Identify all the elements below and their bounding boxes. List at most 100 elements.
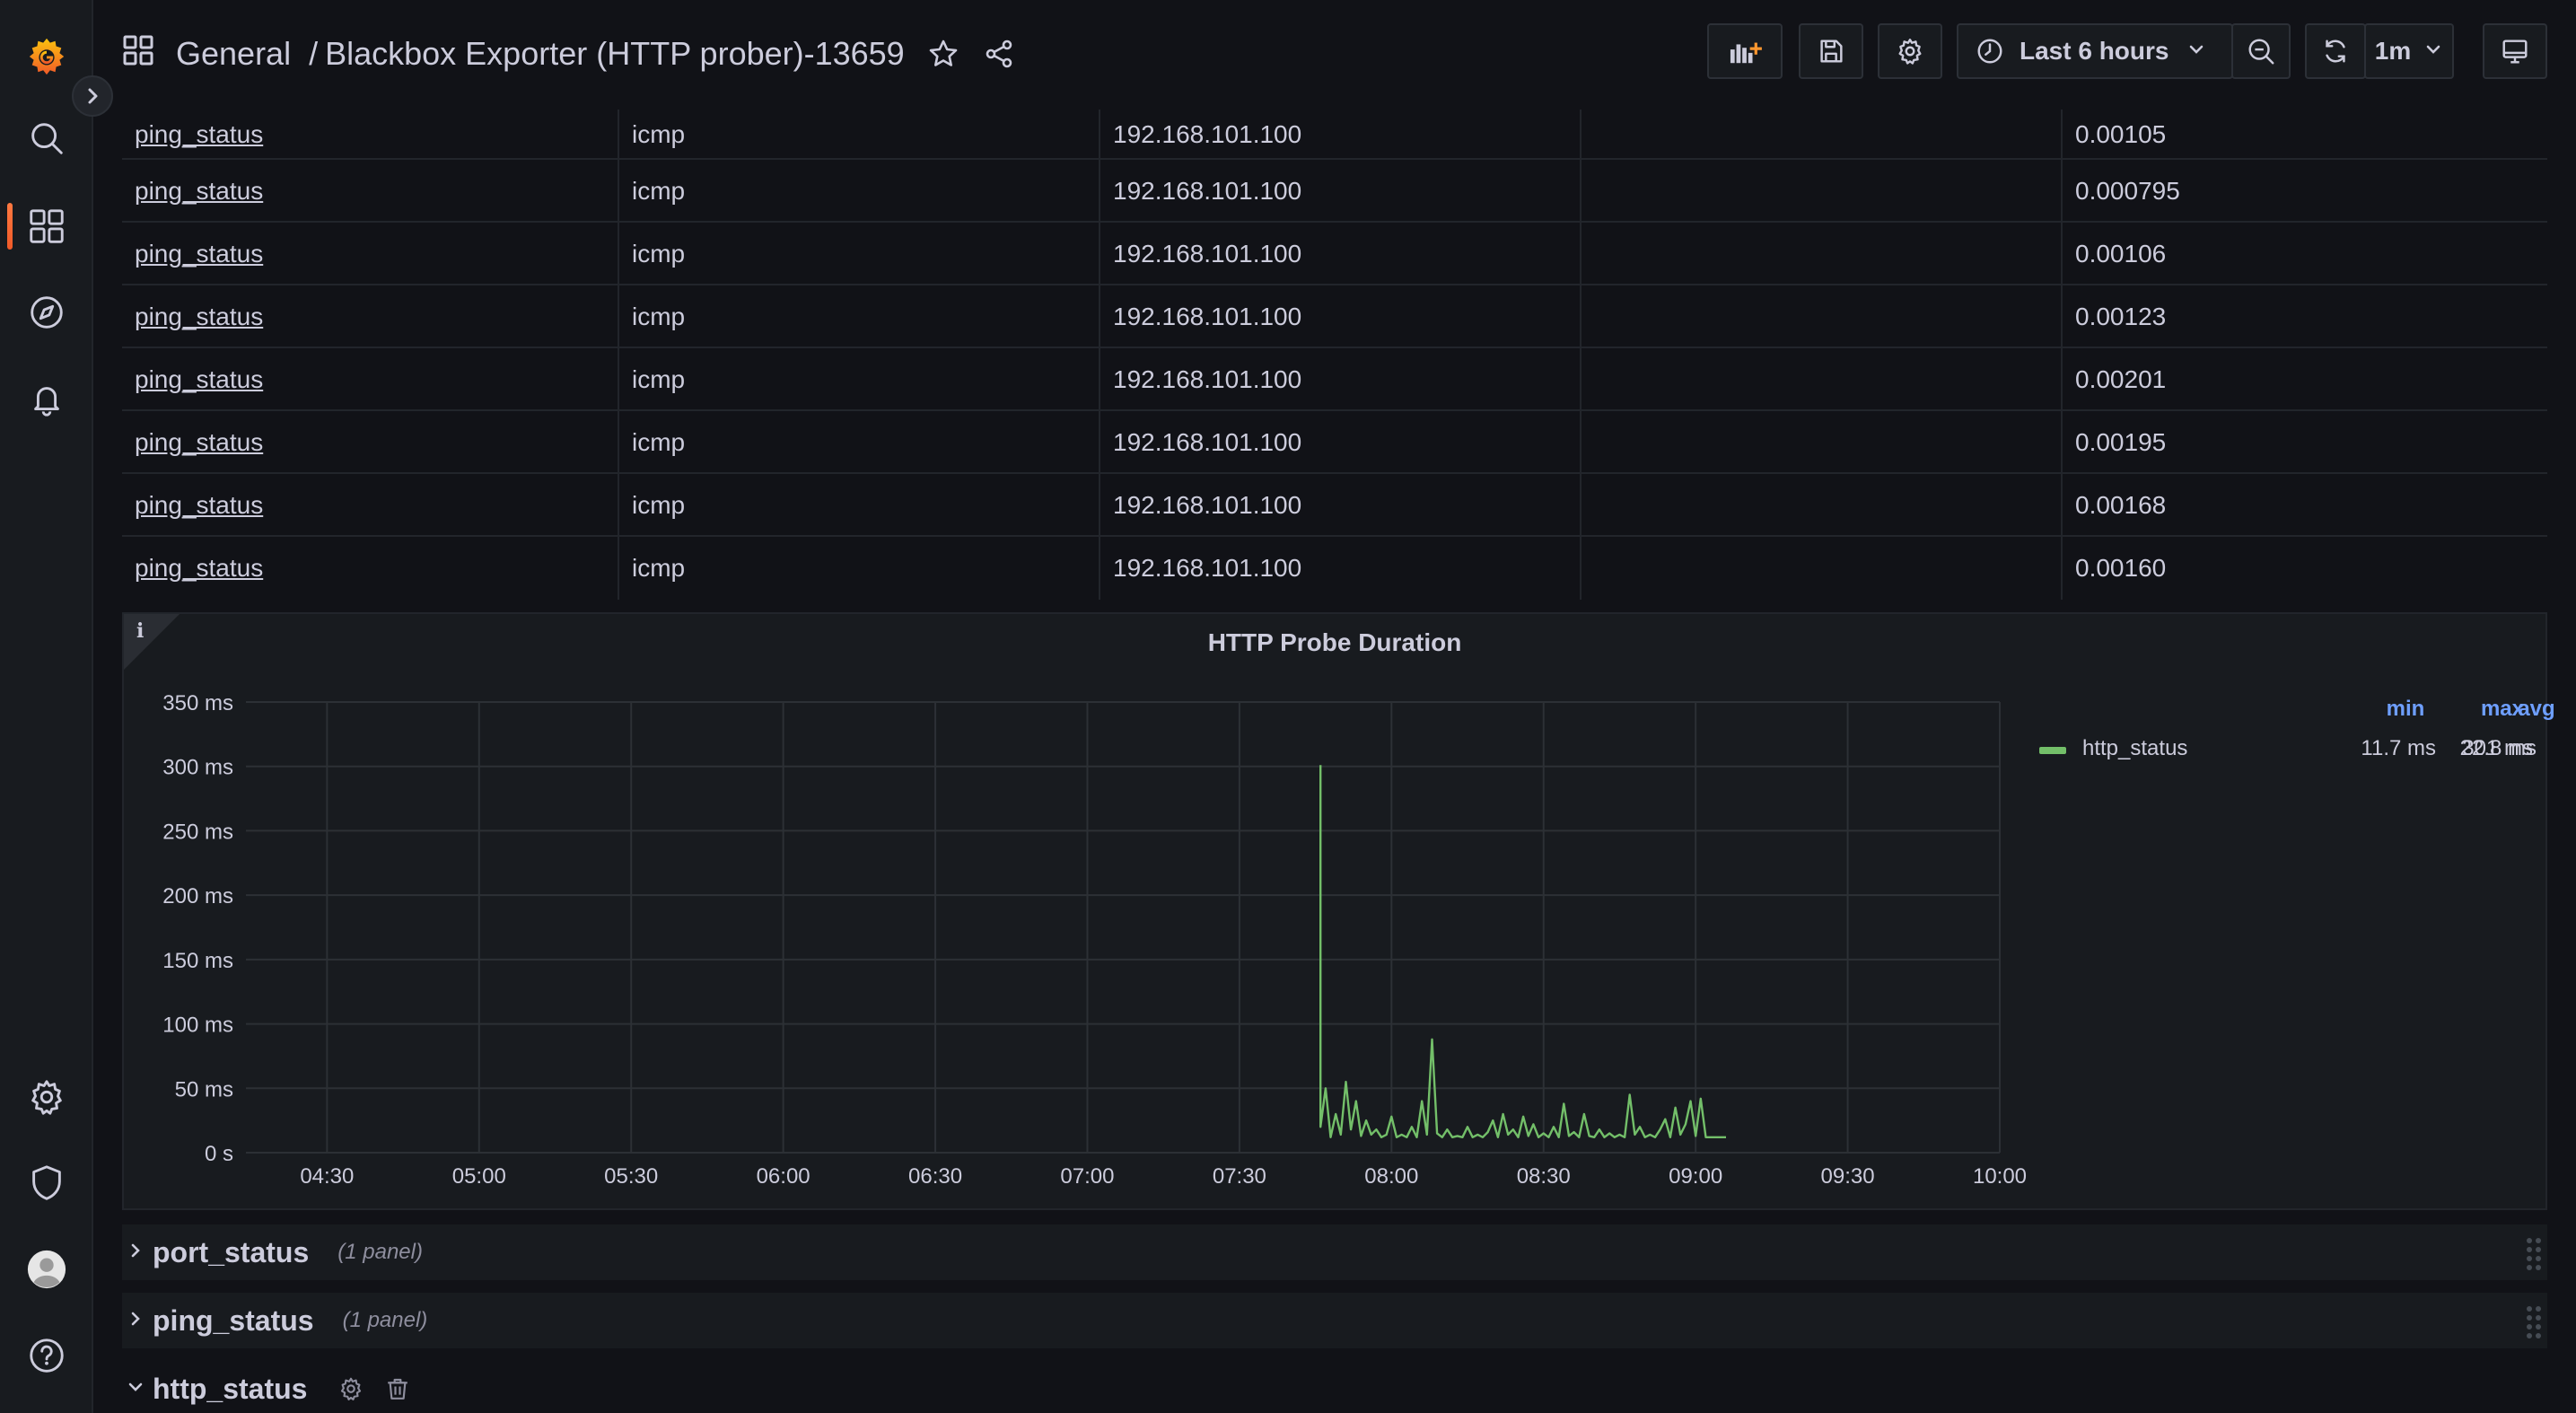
grafana-logo-icon[interactable] [20,29,74,83]
table-cell-empty [1580,285,2061,348]
row-port-status[interactable]: port_status (1 panel) [122,1224,2547,1280]
x-tick-label: 10:00 [1973,1164,2027,1189]
table-cell-value: 0.00160 [2061,537,2547,600]
alerting-bell-icon[interactable] [20,372,74,426]
time-range-picker[interactable]: Last 6 hours [1957,23,2233,79]
table-cell-value: 0.000795 [2061,160,2547,223]
legend-header-max[interactable]: max [2480,697,2525,721]
table-cell-value: 0.00201 [2061,348,2547,411]
dashboard-settings-button[interactable] [1878,23,1942,79]
table-cell-module: icmp [618,348,1099,411]
refresh-interval-picker[interactable]: 1m [2364,23,2454,79]
drag-handle-icon[interactable] [2524,1235,2544,1271]
table-cell-instance: 192.168.101.100 [1099,411,1580,474]
legend-series-name[interactable]: http_status [2082,736,2188,760]
y-tick-label: 350 ms [162,691,233,715]
drag-handle-icon[interactable] [2524,1303,2544,1339]
row-title[interactable]: http_status [153,1372,308,1405]
explore-icon[interactable] [20,285,74,339]
y-tick-label: 100 ms [162,1014,233,1038]
table-cell-empty [1580,223,2061,285]
add-panel-button[interactable] [1707,23,1783,79]
zoom-out-button[interactable] [2231,23,2291,79]
chevron-down-icon [126,1377,145,1401]
y-tick-label: 250 ms [162,820,233,844]
star-icon[interactable] [921,31,966,76]
table-cell-module: icmp [618,285,1099,348]
table-cell-job[interactable]: ping_status [135,120,264,148]
table-cell-empty [1580,411,2061,474]
table-row: ping_status icmp 192.168.101.100 0.00195 [122,411,2547,474]
x-tick-label: 07:30 [1213,1164,1266,1189]
row-title[interactable]: port_status [153,1235,310,1268]
table-cell-module: icmp [618,110,1099,160]
search-icon[interactable] [20,111,74,165]
table-cell-job[interactable]: ping_status [135,491,264,519]
x-tick-label: 05:00 [452,1164,506,1189]
table-cell-job[interactable]: ping_status [135,428,264,456]
x-tick-label: 04:30 [300,1164,354,1189]
graph-canvas[interactable]: 0 s 50 ms 100 ms 150 ms 200 ms 250 ms 300 ms 35… [124,614,2547,1210]
panel-info-icon[interactable]: i [136,619,145,643]
table-row: ping_status icmp 192.168.101.100 0.00160 [122,537,2547,600]
table-cell-job[interactable]: ping_status [135,554,264,582]
y-tick-label: 150 ms [162,949,233,973]
legend-series-swatch[interactable] [2039,747,2066,754]
chevron-down-icon [2186,39,2206,64]
series-line-http_status [1319,765,1726,1138]
dashboards-icon[interactable] [20,199,74,253]
configuration-gear-icon[interactable] [20,1070,74,1124]
table-cell-value: 0.00106 [2061,223,2547,285]
x-tick-label: 09:00 [1669,1164,1722,1189]
chevron-right-icon [88,88,98,104]
x-tick-label: 05:30 [604,1164,658,1189]
help-icon[interactable] [20,1329,74,1382]
x-tick-label: 06:00 [757,1164,810,1189]
dashboard-grid-icon [120,32,156,76]
user-avatar-icon[interactable] [20,1242,74,1296]
panel-info-corner [124,614,180,670]
table-cell-module: icmp [618,223,1099,285]
table-cell-value: 0.00195 [2061,411,2547,474]
table-cell-value: 0.00105 [2061,110,2547,160]
breadcrumb-folder-link[interactable]: General [176,35,292,72]
table-cell-job[interactable]: ping_status [135,177,264,205]
save-icon [1820,39,1843,63]
table-cell-job[interactable]: ping_status [135,303,264,330]
dashboard-title[interactable]: Blackbox Exporter (HTTP prober)-13659 [325,35,905,72]
refresh-dashboard-button[interactable] [2305,23,2366,79]
row-settings-gear-icon[interactable] [337,1375,364,1402]
expand-sidebar-button[interactable] [72,75,113,117]
row-title[interactable]: ping_status [153,1303,314,1337]
legend-series-row[interactable]: http_status 11.7 ms 301 ms 22.8 ms [2009,733,2537,768]
x-tick-label: 08:00 [1364,1164,1418,1189]
table-cell-job[interactable]: ping_status [135,365,264,393]
x-tick-label: 07:00 [1060,1164,1114,1189]
server-admin-shield-icon[interactable] [20,1156,74,1210]
table-row: ping_status icmp 192.168.101.100 0.00079… [122,160,2547,223]
y-tick-label: 0 s [205,1142,233,1166]
row-http-status[interactable]: http_status [122,1361,2547,1413]
row-delete-trash-icon[interactable] [384,1375,411,1402]
refresh-icon [2326,39,2345,63]
legend-avg-value: 22.8 ms [2459,736,2537,760]
panel-title[interactable]: HTTP Probe Duration [1207,628,1462,656]
legend-header-min[interactable]: min [2386,697,2425,721]
sidebar [0,0,93,1413]
refresh-interval-label: 1m [2374,37,2412,65]
save-dashboard-button[interactable] [1799,23,1863,79]
x-tick-label: 08:30 [1517,1164,1571,1189]
http-probe-duration-panel: i HTTP Probe Duration 0 s 50 ms 100 ms 150 … [122,612,2555,1210]
y-tick-label: 300 ms [162,756,233,780]
table-cell-module: icmp [618,537,1099,600]
table-cell-job[interactable]: ping_status [135,240,264,268]
table-cell-instance: 192.168.101.100 [1099,285,1580,348]
table-cell-instance: 192.168.101.100 [1099,160,1580,223]
row-panel-count: (1 panel) [342,1308,428,1332]
table-cell-module: icmp [618,411,1099,474]
legend-header-avg[interactable]: avg [2518,697,2555,721]
share-icon[interactable] [977,31,1021,76]
tv-mode-button[interactable] [2483,23,2547,79]
legend-max-value: 301 ms [2462,736,2533,760]
row-ping-status[interactable]: ping_status (1 panel) [122,1293,2547,1348]
